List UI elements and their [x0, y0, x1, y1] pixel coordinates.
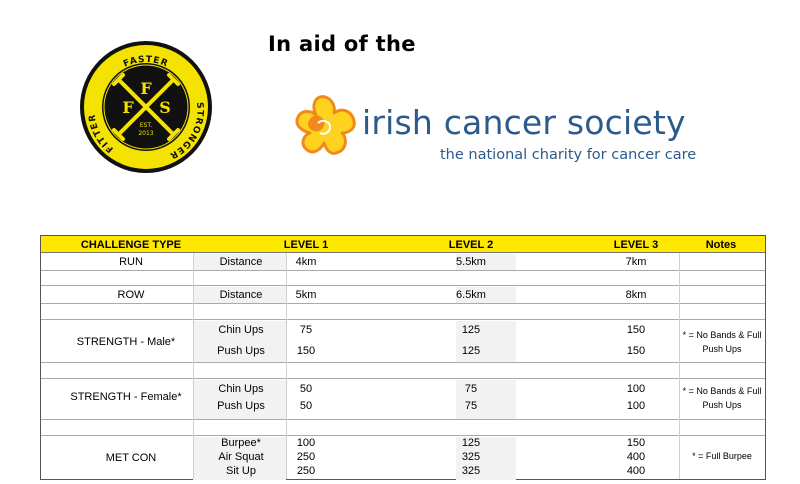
row-row: ROW Distance 5km 6.5km 8km: [41, 287, 765, 304]
strength-male-ex1-l2: 125: [461, 324, 481, 336]
ics-logo: irish cancer society the national charit…: [290, 85, 730, 175]
strength-female-note-2: Push Ups: [702, 400, 742, 410]
strength-male-exercise-2: Push Ups: [217, 345, 265, 357]
strength-female-ex1-l1: 50: [299, 383, 313, 395]
metcon-exercise-1: Burpee*: [221, 437, 261, 449]
logo-letter-right: S: [159, 98, 171, 117]
metcon-group: MET CON Burpee* 100 125 150 Air Squat 25…: [41, 437, 765, 480]
daffodil-icon: [295, 95, 356, 155]
logo-top-text: FASTER: [122, 55, 169, 70]
header-level-3: LEVEL 3: [613, 239, 659, 251]
strength-male-exercise-1: Chin Ups: [218, 324, 264, 336]
strength-male-ex1-l3: 150: [626, 324, 646, 336]
header-notes: Notes: [705, 239, 737, 251]
strength-male-group: STRENGTH - Male* Chin Ups 75 125 150 Pus…: [41, 321, 765, 363]
run-type: RUN: [119, 256, 143, 268]
strength-male-ex2-l2: 125: [461, 345, 481, 357]
strength-female-exercise-1: Chin Ups: [218, 383, 264, 395]
strength-male-note-1: * = No Bands & Full: [682, 330, 762, 340]
metcon-ex2-l3: 400: [626, 451, 646, 463]
logo-letter-top: F: [140, 79, 152, 98]
ffs-logo: FASTER FITTER STRONGER F F S EST. 2013: [80, 41, 212, 173]
ics-tagline: the national charity for cancer care: [440, 147, 697, 163]
metcon-ex3-l2: 325: [461, 465, 481, 477]
strength-female-ex2-l1: 50: [299, 400, 313, 412]
row-level-3: 8km: [625, 289, 647, 301]
metcon-exercise-3: Sit Up: [226, 465, 256, 477]
run-level-2: 5.5km: [456, 256, 486, 268]
metcon-ex3-l1: 250: [296, 465, 316, 477]
row-type: ROW: [117, 289, 145, 301]
metcon-type: MET CON: [105, 452, 157, 464]
strength-female-ex1-l3: 100: [626, 383, 646, 395]
strength-male-ex1-l1: 75: [299, 324, 313, 336]
metcon-ex1-l2: 125: [461, 437, 481, 449]
svg-text:FASTER: FASTER: [122, 55, 170, 70]
header-challenge-type: CHALLENGE TYPE: [80, 239, 182, 251]
strength-male-note-2: Push Ups: [702, 344, 742, 354]
row-level-2: 6.5km: [456, 289, 486, 301]
logo-letter-left: F: [122, 98, 134, 117]
metcon-ex1-l1: 100: [296, 437, 316, 449]
table-header: CHALLENGE TYPE LEVEL 1 LEVEL 2 LEVEL 3 N…: [41, 236, 765, 253]
headline: In aid of the: [268, 32, 416, 56]
strength-male-type: STRENGTH - Male*: [76, 336, 176, 348]
run-metric: Distance: [219, 256, 263, 268]
strength-female-ex2-l3: 100: [626, 400, 646, 412]
run-level-3: 7km: [625, 256, 647, 268]
metcon-ex2-l2: 325: [461, 451, 481, 463]
metcon-ex2-l1: 250: [296, 451, 316, 463]
challenge-table: CHALLENGE TYPE LEVEL 1 LEVEL 2 LEVEL 3 N…: [40, 235, 766, 480]
row-level-1: 5km: [295, 289, 317, 301]
strength-male-ex2-l1: 150: [296, 345, 316, 357]
metcon-note: * = Full Burpee: [692, 451, 752, 461]
strength-female-note-1: * = No Bands & Full: [682, 386, 762, 396]
metcon-exercise-2: Air Squat: [218, 451, 264, 463]
strength-female-ex2-l2: 75: [464, 400, 478, 412]
crossed-barbells-icon: [112, 73, 180, 141]
strength-female-type: STRENGTH - Female*: [70, 391, 182, 403]
metcon-ex1-l3: 150: [626, 437, 646, 449]
strength-male-ex2-l3: 150: [626, 345, 646, 357]
strength-female-group: STRENGTH - Female* Chin Ups 50 75 100 Pu…: [41, 380, 765, 420]
row-metric: Distance: [219, 289, 263, 301]
logo-est: EST.: [140, 122, 153, 129]
metcon-ex3-l3: 400: [626, 465, 646, 477]
ics-name: irish cancer society: [362, 103, 686, 142]
strength-female-ex1-l2: 75: [464, 383, 478, 395]
logo-year: 2013: [138, 130, 153, 137]
header-level-1: LEVEL 1: [283, 239, 329, 251]
run-row: RUN Distance 4km 5.5km 7km: [41, 254, 765, 271]
header-level-2: LEVEL 2: [448, 239, 494, 251]
run-level-1: 4km: [295, 256, 317, 268]
strength-female-exercise-2: Push Ups: [217, 400, 265, 412]
